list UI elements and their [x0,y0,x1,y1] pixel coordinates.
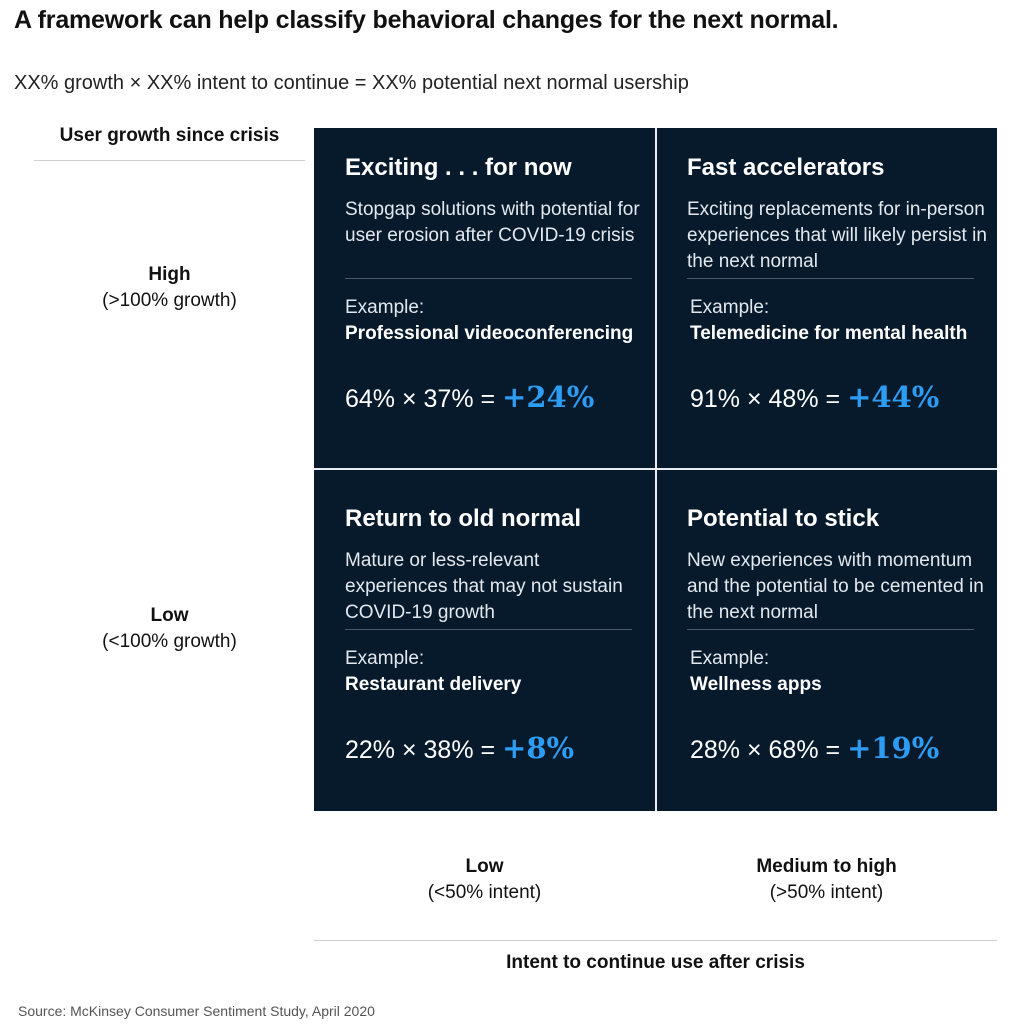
col-level-high: Medium to high [756,856,897,877]
quadrant-description: New experiences with momentum and the po… [687,550,984,623]
col-label-low: Low (<50% intent) [314,854,655,906]
example-value: Professional videoconferencing [345,323,634,344]
quadrant-description: Mature or less-relevant experiences that… [345,550,623,623]
quadrant-title: Potential to stick [687,505,880,532]
row-level-high: High [148,264,191,285]
col-label-high: Medium to high (>50% intent) [656,854,997,906]
col-range-high: (>50% intent) [769,882,884,903]
example-label: Example: [345,648,425,669]
formula-expression: 64% × 37% = [345,385,496,413]
formula: 28% × 68% = +19% [690,731,939,765]
example-value: Restaurant delivery [345,674,522,695]
formula: 64% × 37% = +24% [345,380,594,414]
quadrant-description: Stopgap solutions with potential for use… [345,199,640,246]
row-range-high: (>100% growth) [102,290,237,311]
quadrant-rule [687,278,974,279]
formula-result: +44% [847,380,940,414]
quadrant-rule [687,629,974,630]
row-label-low: Low (<100% growth) [34,603,305,655]
quadrant-description: Exciting replacements for in-person expe… [687,199,987,272]
y-axis-rule [34,160,305,161]
chart-title: A framework can help classify behavioral… [14,6,839,34]
quadrant-rule [345,629,632,630]
chart-subtitle: XX% growth × XX% intent to continue = XX… [14,72,689,94]
y-axis-title: User growth since crisis [59,125,280,146]
row-label-high: High (>100% growth) [34,262,305,314]
example-label: Example: [690,297,770,318]
formula: 91% × 48% = +44% [690,380,939,414]
formula-expression: 22% × 38% = [345,736,496,764]
example-value: Telemedicine for mental health [690,323,968,344]
formula-expression: 91% × 48% = [690,385,841,413]
source-note: Source: McKinsey Consumer Sentiment Stud… [18,1003,375,1019]
example-label: Example: [690,648,770,669]
x-axis-title: Intent to continue use after crisis [506,952,805,973]
formula: 22% × 38% = +8% [345,731,574,765]
row-level-low: Low [150,605,189,626]
quadrant-title: Fast accelerators [687,154,885,181]
example-label: Example: [345,297,425,318]
horizontal-divider [314,468,997,470]
formula-expression: 28% × 68% = [690,736,841,764]
example-value: Wellness apps [690,674,822,695]
formula-result: +24% [502,380,595,414]
row-range-low: (<100% growth) [102,631,237,652]
col-range-low: (<50% intent) [427,882,542,903]
x-axis-rule [314,940,997,941]
quadrant-rule [345,278,632,279]
col-level-low: Low [465,856,504,877]
quadrant-title: Return to old normal [345,505,581,532]
formula-result: +8% [502,731,575,765]
quadrant-title: Exciting . . . for now [345,154,572,181]
formula-result: +19% [847,731,940,765]
